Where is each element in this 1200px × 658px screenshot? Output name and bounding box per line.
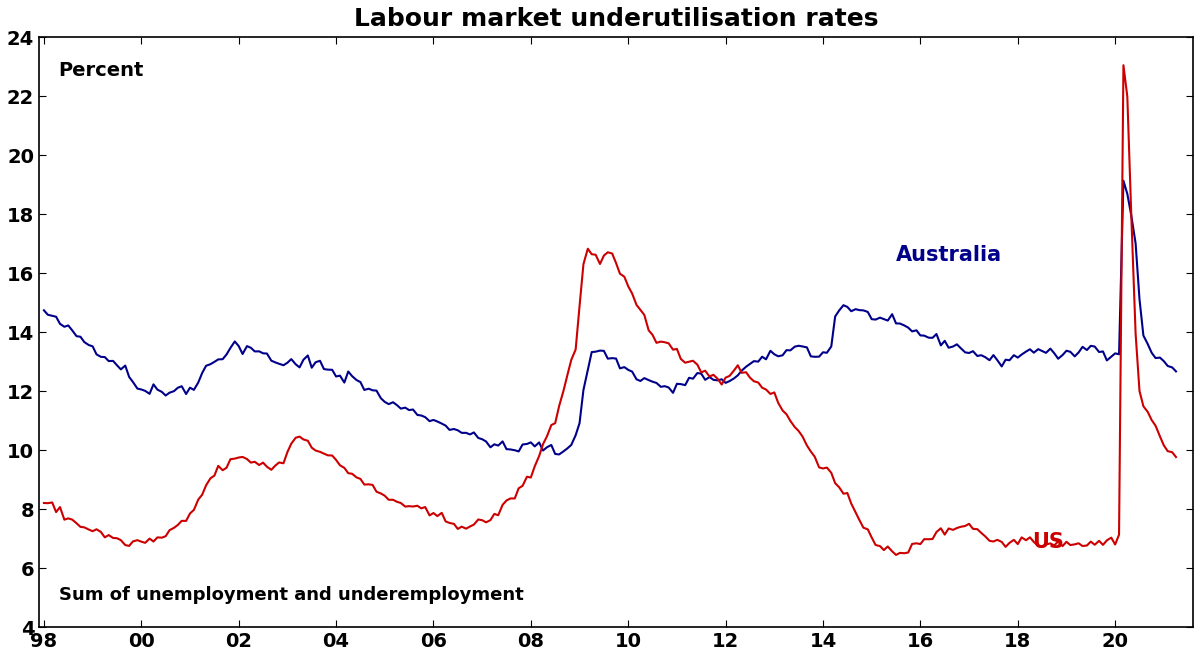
Text: Sum of unemployment and underemployment: Sum of unemployment and underemployment: [59, 586, 523, 603]
Text: Australia: Australia: [896, 245, 1002, 265]
Text: Percent: Percent: [59, 61, 144, 80]
Text: US: US: [1032, 532, 1064, 551]
Title: Labour market underutilisation rates: Labour market underutilisation rates: [354, 7, 878, 31]
